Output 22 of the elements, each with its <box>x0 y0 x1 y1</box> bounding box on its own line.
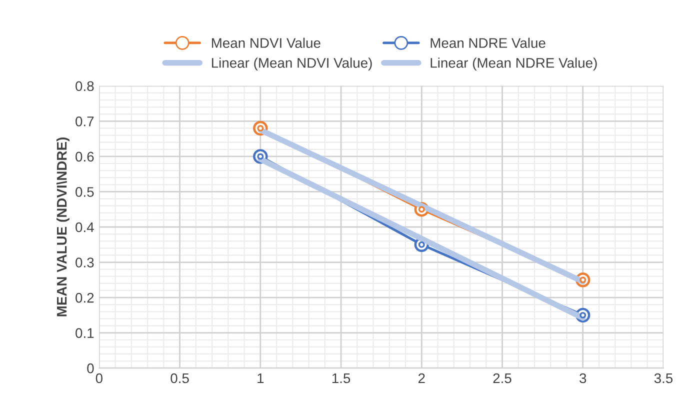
x-tick-label: 3 <box>580 373 586 384</box>
y-tick-label: 0.2 <box>76 292 94 303</box>
x-tick-label: 1 <box>258 373 264 384</box>
x-tick-label: 1.5 <box>332 373 350 384</box>
x-tick-label: 3.5 <box>654 373 673 384</box>
legend-label: Mean NDVI Value <box>212 38 320 48</box>
y-tick-label: 0 <box>87 363 94 374</box>
y-tick-label: 0.8 <box>76 81 94 92</box>
x-tick-label: 0 <box>96 373 102 384</box>
x-tick-label: 0.5 <box>170 373 189 384</box>
y-axis-title: MEAN VALUE (NDVI\NDRE) <box>56 138 70 316</box>
y-tick-label: 0.3 <box>76 258 94 268</box>
y-tick-label: 0.6 <box>76 152 94 162</box>
legend-label: Linear (Mean NDRE Value) <box>430 58 597 71</box>
legend-label: Mean NDRE Value <box>430 38 546 48</box>
x-tick-label: 2 <box>418 373 425 384</box>
y-tick-label: 0.4 <box>76 222 94 232</box>
legend-label: Linear (Mean NDVI Value) <box>212 58 372 71</box>
y-tick-label: 0.7 <box>76 116 94 126</box>
x-tick-label: 2.5 <box>493 373 512 384</box>
y-tick-label: 0.1 <box>76 328 94 338</box>
y-tick-label: 0.5 <box>76 187 94 197</box>
